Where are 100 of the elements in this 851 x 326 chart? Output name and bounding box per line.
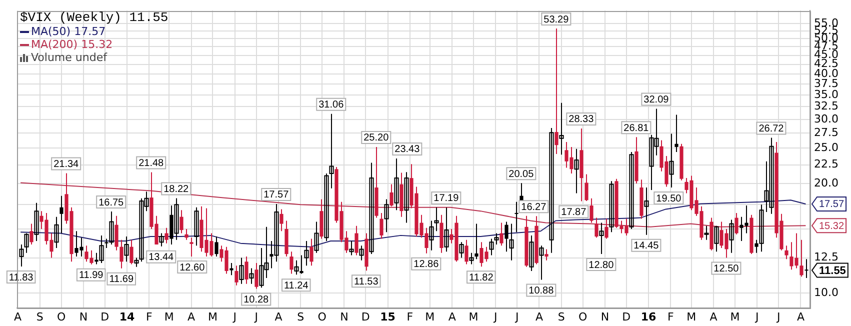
candlestick [594, 217, 598, 238]
candlestick [704, 225, 709, 240]
candlestick [324, 173, 329, 242]
annotation: 20.05 [508, 168, 534, 180]
candlestick [124, 236, 129, 262]
candlestick [369, 162, 374, 255]
candlestick [549, 128, 554, 254]
x-tick-label: A [188, 310, 196, 324]
candlestick [60, 195, 64, 234]
candlestick [529, 234, 534, 272]
x-tick-label: F [668, 310, 674, 324]
candlestick [494, 232, 499, 245]
annotation: 12.80 [588, 260, 614, 271]
y-tick-label: 20.0 [814, 176, 838, 190]
candlestick [164, 227, 168, 244]
x-tick-label: 16 [640, 310, 657, 324]
annotation: 17.87 [561, 207, 587, 218]
y-tick-label: 30.0 [814, 112, 838, 126]
x-tick-label: J [754, 310, 759, 324]
x-tick-label: O [578, 310, 588, 324]
candlestick [384, 198, 389, 233]
annotation: 11.83 [8, 272, 34, 284]
candlestick [474, 223, 478, 260]
candlestick [290, 251, 294, 274]
candlestick [500, 222, 504, 246]
candlestick [644, 187, 649, 236]
candlestick [609, 180, 614, 233]
candlestick [310, 238, 314, 266]
x-tick-label: D [100, 310, 110, 324]
candlestick [114, 215, 118, 251]
annotation: 31.06 [318, 100, 344, 111]
candlestick [234, 265, 238, 286]
annotation: 12.86 [414, 259, 440, 270]
annotation: 13.44 [148, 252, 174, 264]
text: $VIX (Weekly) 11.55 [20, 10, 168, 25]
candlestick [729, 219, 734, 254]
x-tick-label: S [558, 310, 565, 324]
candlestick [429, 220, 434, 251]
annotation: 12.50 [714, 264, 740, 275]
x-tick-label: A [14, 310, 22, 324]
candlestick [599, 222, 604, 255]
x-tick-label: S [297, 310, 304, 324]
candlestick [509, 223, 514, 261]
annotation: 16.75 [98, 197, 124, 208]
x-tick-label: S [36, 310, 44, 324]
y-tick-label: 10.0 [814, 286, 838, 299]
annotation: 18.22 [164, 184, 190, 195]
candlestick [380, 212, 384, 240]
annotation: 15.32 [818, 220, 844, 232]
candlestick [390, 184, 394, 207]
candlestick [184, 228, 188, 240]
x-tick-label: D [361, 310, 370, 324]
annotation: 11.24 [284, 280, 309, 292]
candlestick [464, 239, 468, 265]
annotation: 11.99 [78, 270, 104, 282]
annotation: Volume undef [31, 51, 107, 64]
annotation: 11.82 [469, 272, 494, 284]
candlestick [304, 240, 309, 266]
x-tick-label: N [79, 310, 88, 324]
candlestick [349, 240, 354, 256]
candlestick [504, 221, 508, 252]
annotation: 23.43 [394, 144, 420, 156]
candlestick [159, 232, 164, 247]
annotation: 11.53 [354, 276, 379, 288]
candlestick [194, 206, 199, 246]
y-tick-label: 35.0 [814, 88, 838, 101]
candlestick [314, 221, 319, 254]
x-tick-label: M [208, 310, 218, 324]
annotation: 16.27 [521, 202, 547, 213]
annotation: 21.48 [138, 158, 164, 169]
annotation: 17.57 [264, 190, 290, 201]
annotation: 12.60 [180, 262, 206, 274]
x-tick-label: D [622, 310, 631, 324]
candlestick [444, 206, 449, 252]
candlestick [459, 242, 464, 258]
annotation: 10.88 [528, 286, 554, 297]
candlestick [604, 218, 608, 240]
annotation: 26.81 [624, 122, 650, 134]
x-tick-label: J [776, 310, 780, 324]
y-tick-label: 25.0 [814, 141, 838, 154]
x-tick-label: O [56, 310, 66, 324]
x-tick-label: M [425, 310, 435, 324]
candlestick [674, 114, 678, 153]
candlestick [514, 201, 518, 233]
annotation: 10.28 [244, 294, 270, 306]
x-tick-label: J [232, 310, 237, 324]
candlestick [669, 133, 674, 188]
candlestick [469, 252, 474, 265]
candlestick [329, 113, 334, 189]
x-tick-label: N [600, 310, 610, 324]
candlestick [584, 174, 588, 202]
y-tick-label: 27.5 [814, 126, 838, 140]
annotation: 28.33 [568, 114, 594, 126]
annotation: 32.09 [644, 94, 670, 106]
x-tick-label: J [254, 310, 258, 324]
y-tick-label: 12.5 [814, 250, 838, 264]
x-tick-label: M [686, 310, 696, 324]
x-tick-label: F [146, 310, 152, 324]
candlestick [24, 232, 29, 254]
candlestick [394, 158, 399, 211]
